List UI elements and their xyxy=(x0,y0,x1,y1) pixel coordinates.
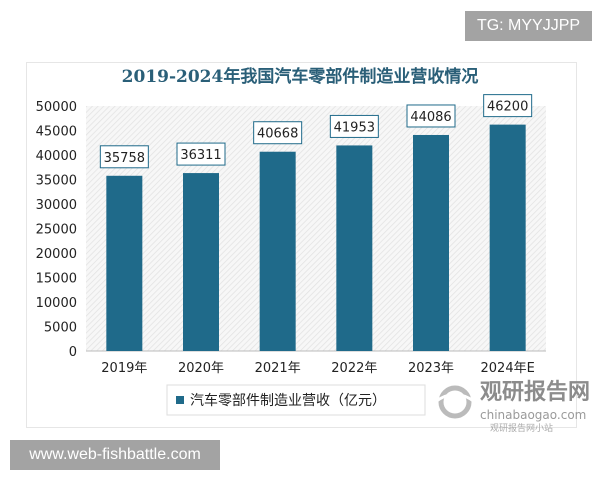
bar xyxy=(336,145,373,351)
y-tick-label: 5000 xyxy=(44,321,77,336)
brand-small: 观研报告网小站 xyxy=(490,424,554,434)
x-tick-label: 2020年 xyxy=(178,361,224,376)
tg-watermark: TG: MYYJJPP xyxy=(465,11,592,41)
brand-logo-icon xyxy=(434,385,476,419)
data-label-box xyxy=(483,94,533,118)
x-tick-label: 2021年 xyxy=(255,361,301,376)
bar xyxy=(413,134,449,351)
y-tick-label: 30000 xyxy=(36,198,77,213)
site-watermark: www.web-fishbattle.com xyxy=(10,440,220,470)
y-tick-label: 10000 xyxy=(36,296,77,311)
bar xyxy=(259,151,296,351)
plot-area xyxy=(86,106,546,351)
brand-url: chinabaogao.com xyxy=(480,408,587,422)
data-label-box xyxy=(406,104,456,128)
brand-name: 观研报告网 xyxy=(480,380,591,405)
data-label: 46200 xyxy=(487,100,528,115)
y-tick-label: 50000 xyxy=(36,100,77,115)
legend-swatch xyxy=(176,396,184,404)
bar xyxy=(183,173,219,351)
chart-title: 2019-2024年我国汽车零部件制造业营收情况 xyxy=(122,66,479,87)
x-tick-label: 2023年 xyxy=(408,361,454,376)
y-tick-label: 45000 xyxy=(36,125,77,140)
y-tick-label: 20000 xyxy=(36,247,77,262)
y-tick-label: 35000 xyxy=(36,174,77,189)
y-tick-label: 25000 xyxy=(36,223,77,238)
data-label: 44086 xyxy=(410,110,451,125)
bar xyxy=(489,124,526,352)
y-tick-label: 40000 xyxy=(36,149,77,164)
data-label-box xyxy=(176,142,226,166)
x-tick-label: 2022年 xyxy=(331,361,377,376)
x-tick-label: 2024年E xyxy=(481,361,535,376)
data-label-box xyxy=(329,114,379,138)
legend xyxy=(166,384,426,416)
data-label: 41953 xyxy=(334,120,375,135)
data-label-box xyxy=(99,145,149,169)
y-tick-label: 0 xyxy=(69,345,77,360)
y-tick-label: 15000 xyxy=(36,272,77,287)
legend-label: 汽车零部件制造业营收（亿元） xyxy=(190,392,386,409)
bar xyxy=(106,175,143,351)
data-label: 36311 xyxy=(180,148,221,163)
data-label-box xyxy=(253,121,303,145)
data-label: 35758 xyxy=(104,151,145,166)
data-label: 40668 xyxy=(257,127,298,142)
x-tick-label: 2019年 xyxy=(101,361,147,376)
